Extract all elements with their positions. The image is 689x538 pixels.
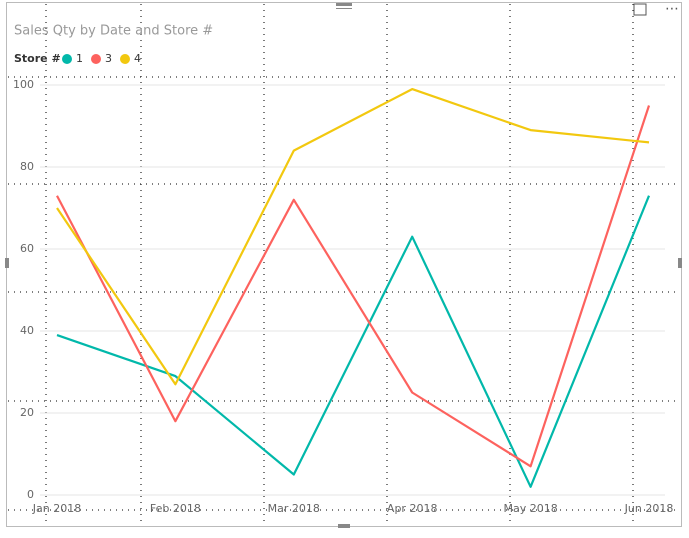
series-line [56, 105, 651, 468]
y-tick-label: 20 [20, 406, 34, 419]
legend-marker [91, 54, 101, 64]
legend-label: 1 [76, 52, 83, 65]
x-tick-label: Mar 2018 [268, 502, 320, 515]
focus-mode-icon[interactable] [633, 3, 647, 16]
legend-title: Store # [14, 52, 61, 65]
legend-marker [120, 54, 130, 64]
y-tick-label: 60 [20, 242, 34, 255]
drag-handle-line [336, 8, 352, 9]
chart-title: Sales Qty by Date and Store # [14, 24, 213, 39]
x-tick-label: Feb 2018 [150, 502, 201, 515]
resize-handle[interactable] [5, 258, 9, 268]
y-tick-label: 0 [27, 488, 34, 501]
legend-marker [62, 54, 72, 64]
legend-label: 3 [105, 52, 112, 65]
y-tick-label: 100 [13, 78, 34, 91]
x-tick-label: Apr 2018 [387, 502, 438, 515]
series-line [56, 195, 651, 488]
x-tick-label: May 2018 [503, 502, 557, 515]
resize-handle[interactable] [338, 524, 350, 528]
y-tick-label: 80 [20, 160, 34, 173]
more-options-icon[interactable]: ⋯ [665, 1, 679, 17]
visual-frame [6, 2, 682, 527]
y-tick-label: 40 [20, 324, 34, 337]
canvas-grid [8, 4, 680, 526]
legend-label: 4 [134, 52, 141, 65]
resize-handle[interactable] [678, 258, 682, 268]
series-line [56, 87, 650, 386]
x-tick-label: Jun 2018 [624, 502, 674, 515]
drag-handle[interactable] [336, 3, 352, 6]
x-tick-label: Jan 2018 [32, 502, 81, 515]
